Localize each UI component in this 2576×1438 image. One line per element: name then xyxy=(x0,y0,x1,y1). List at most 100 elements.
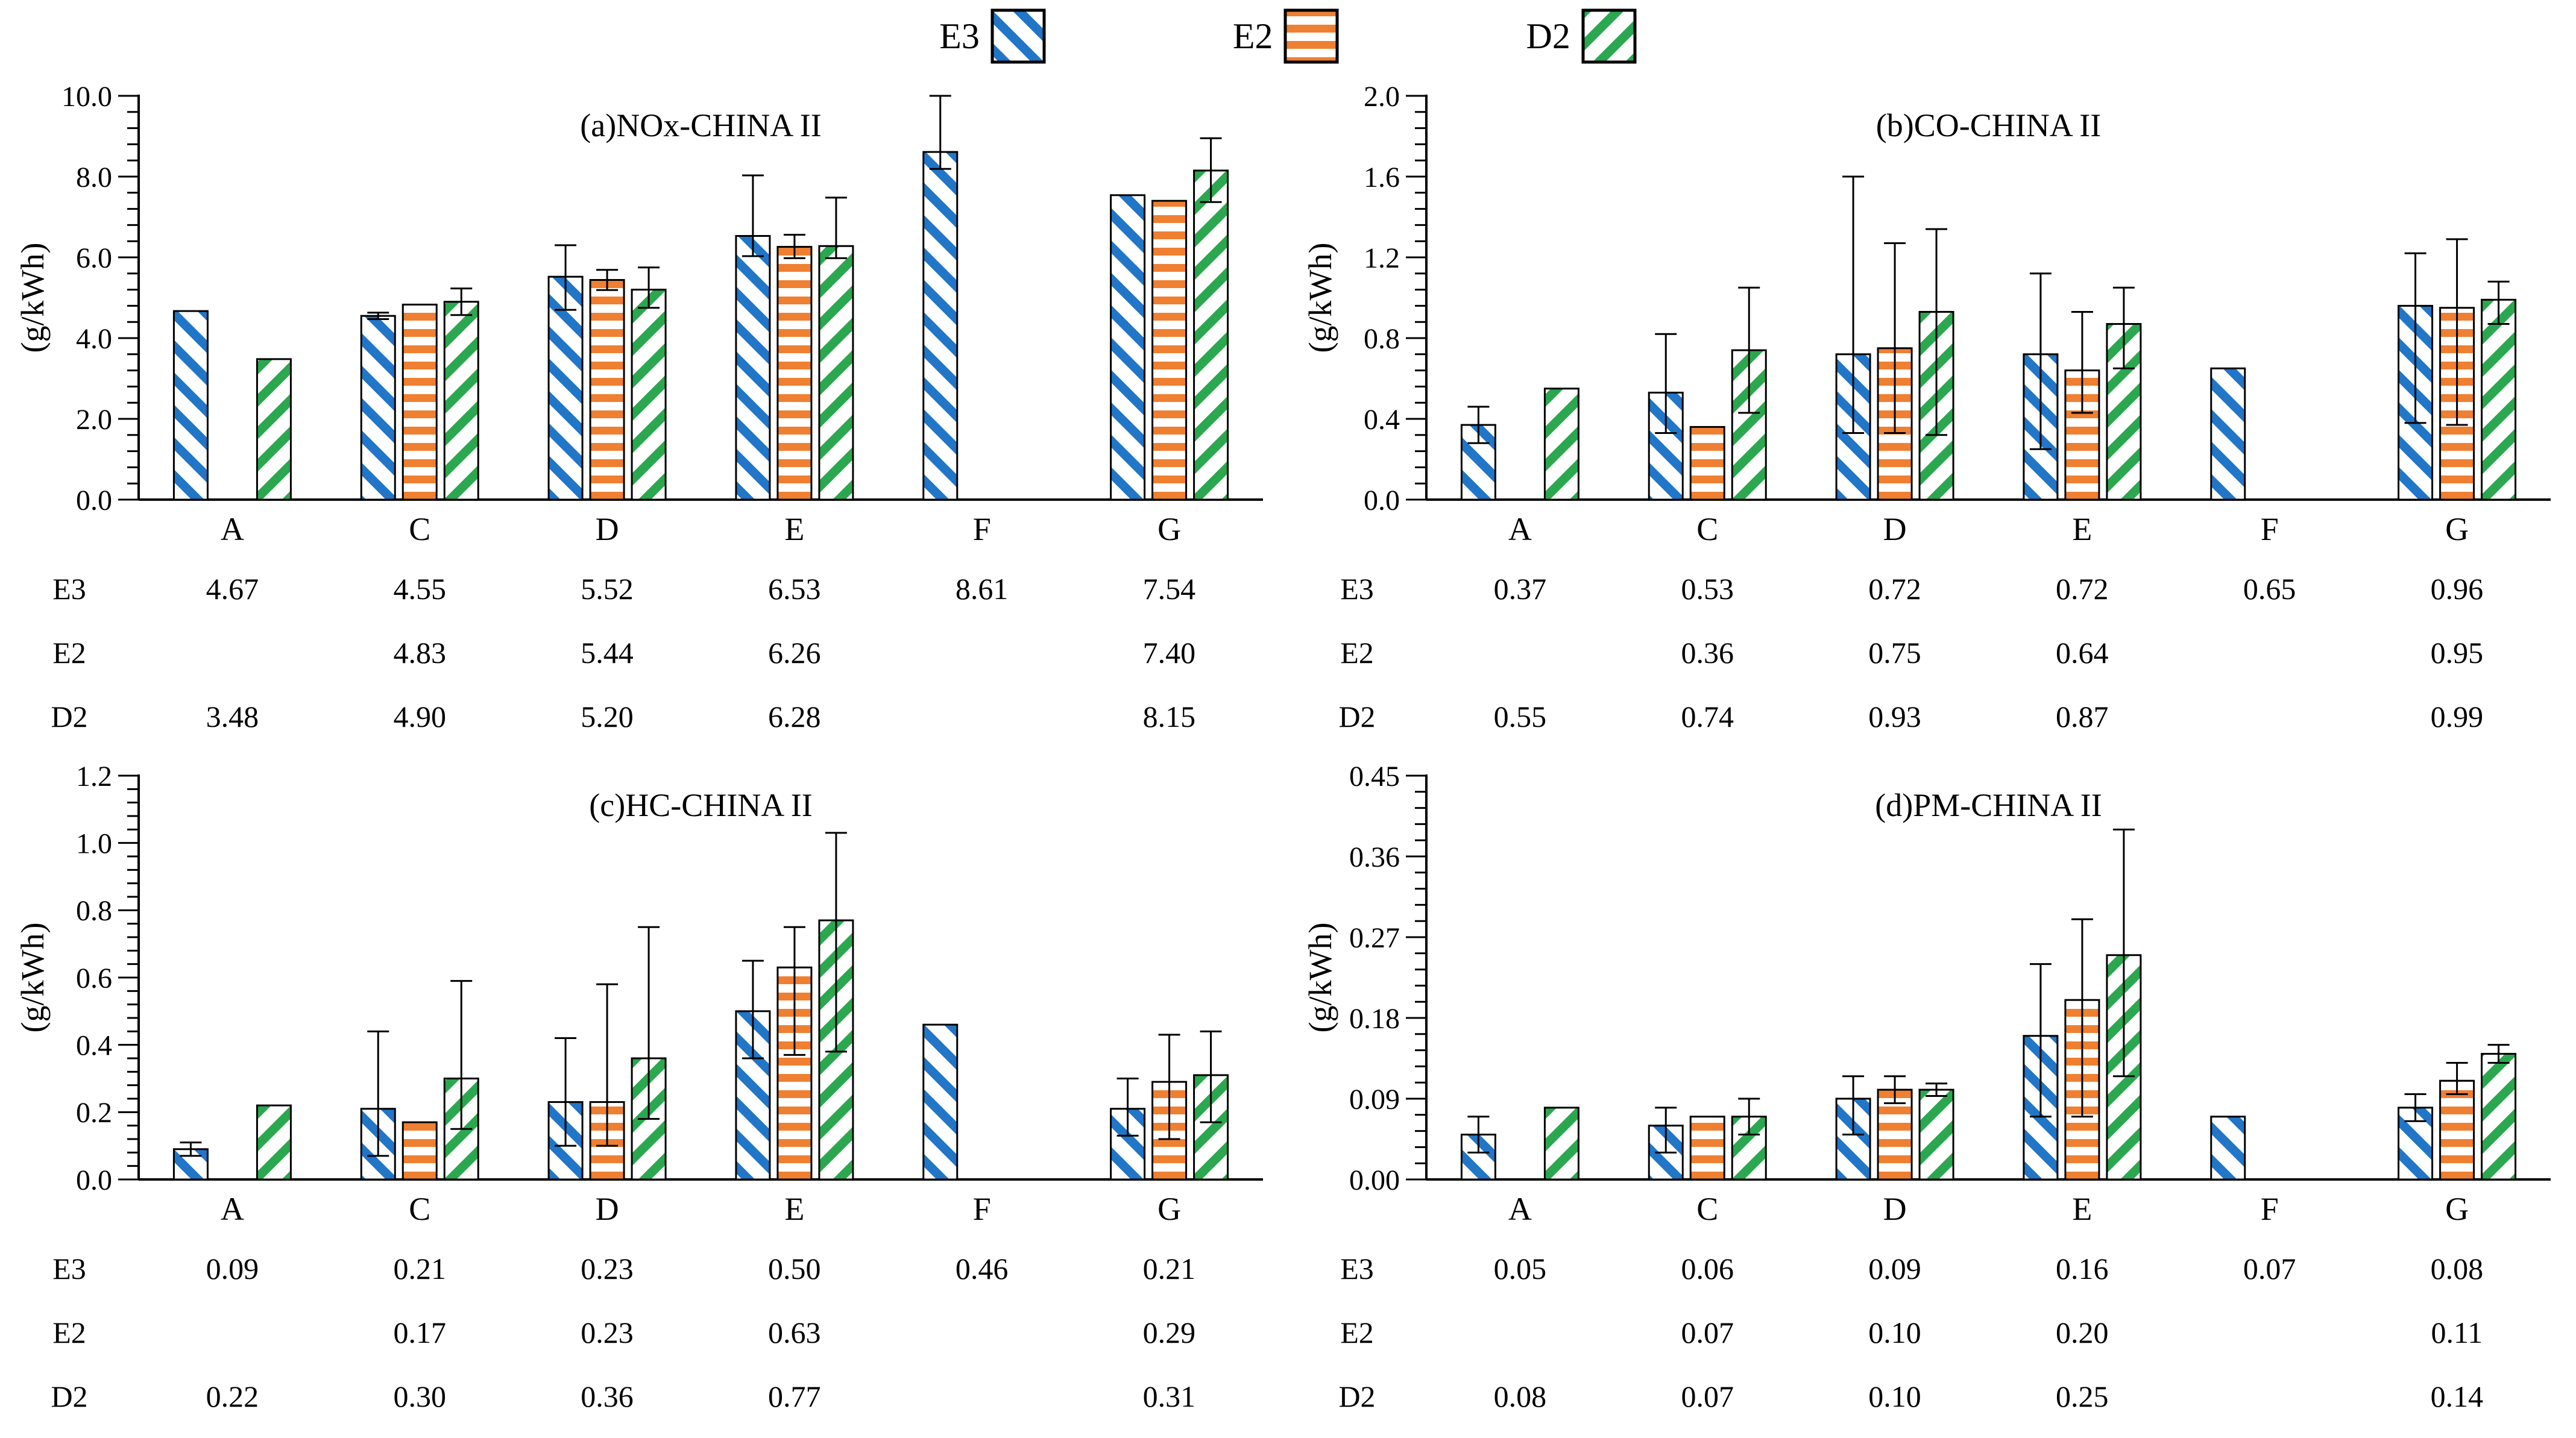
y-tick-label: 0.0 xyxy=(1364,485,1400,516)
table-cell: 7.40 xyxy=(1142,636,1196,670)
table-cell: 8.15 xyxy=(1142,700,1196,733)
y-tick-label: 0.4 xyxy=(76,1029,112,1061)
bar-E3-D xyxy=(547,275,584,501)
table-cell xyxy=(2176,685,2363,749)
axes: 0.00 0.09 0.18 0.27 0.36 0.45 xyxy=(1349,761,2551,1196)
table-cell: 0.22 xyxy=(206,1380,259,1413)
bar-E2-E xyxy=(776,246,813,501)
x-category-label: C xyxy=(409,1191,430,1227)
bars xyxy=(172,919,1229,1181)
table-cell: 0.36 xyxy=(1681,636,1734,670)
y-axis-label: (g/kWh) xyxy=(1302,923,1338,1033)
chart-hc: 0.0 0.2 0.4 0.6 0.8 1.0 1.2 (c)HC-CHINA II (g/kW… xyxy=(14,761,1263,1227)
table-row-label: D2 xyxy=(51,1380,88,1413)
table-cell: 0.10 xyxy=(1868,1380,1921,1413)
legend-label-d2: D2 xyxy=(1526,16,1570,56)
table-cell xyxy=(2176,1364,2363,1428)
chart-co: 0.0 0.4 0.8 1.2 1.6 2.0 (b)CO-CHINA II (g/kWh) A… xyxy=(1302,81,2551,547)
bars xyxy=(1460,298,2517,501)
x-category-label: G xyxy=(1157,1191,1181,1227)
y-axis-label: (g/kWh) xyxy=(1302,243,1338,353)
bar-E2-C xyxy=(1689,1116,1725,1181)
x-category-label: C xyxy=(1696,511,1718,547)
table-cell: 0.95 xyxy=(2430,636,2484,670)
bar-E2-D xyxy=(1877,1088,1913,1181)
table-cell: 0.17 xyxy=(393,1316,446,1349)
table-cell: 0.16 xyxy=(2056,1252,2109,1286)
legend-swatch-rect xyxy=(990,8,1046,64)
y-tick-label: 1.2 xyxy=(76,761,112,793)
table-cell xyxy=(888,685,1075,749)
table-cell: 0.11 xyxy=(2431,1316,2483,1349)
x-category-label: F xyxy=(973,511,991,547)
error-bars xyxy=(367,95,1222,321)
bar-E3-F xyxy=(922,151,959,501)
table-row-label: E2 xyxy=(52,636,86,670)
table-cell xyxy=(139,621,326,685)
bar-D2-D xyxy=(631,289,667,501)
x-category-label: G xyxy=(2445,511,2469,547)
table-cell: 6.53 xyxy=(768,572,821,606)
panel-a-nox: 0.0 2.0 4.0 6.0 8.0 10.0 (a)NOx-CHINA II (g/kWh… xyxy=(0,69,1288,749)
panel-b-co: 0.0 0.4 0.8 1.2 1.6 2.0 (b)CO-CHINA II (g/kWh) A… xyxy=(1288,69,2576,749)
x-category-label: G xyxy=(2445,1191,2469,1227)
table-row-label: E3 xyxy=(52,1252,86,1286)
x-category-label: F xyxy=(2261,1191,2279,1227)
table-cell: 0.65 xyxy=(2243,572,2296,606)
table-cell: 0.63 xyxy=(768,1316,821,1349)
x-category-label: E xyxy=(784,1191,804,1227)
bars xyxy=(172,151,1229,501)
table-cell: 0.50 xyxy=(768,1252,821,1286)
y-tick-label: 0.8 xyxy=(1364,323,1400,355)
table-row-label: E3 xyxy=(52,572,86,606)
y-tick-label: 6.0 xyxy=(76,242,112,274)
panel-d-pm: 0.00 0.09 0.18 0.27 0.36 0.45 (d)PM-CHINA II (g… xyxy=(1288,749,2576,1428)
table-cell: 0.05 xyxy=(1493,1252,1547,1286)
table-cell: 0.21 xyxy=(393,1252,446,1286)
legend-swatch-e3-icon xyxy=(990,8,1046,64)
bar-D2-D xyxy=(1918,1088,1954,1181)
chart-nox: 0.0 2.0 4.0 6.0 8.0 10.0 (a)NOx-CHINA II (g/kWh… xyxy=(14,81,1263,547)
x-category-label: D xyxy=(1883,1191,1907,1227)
y-tick-label: 0.2 xyxy=(76,1097,112,1129)
x-category-label: E xyxy=(784,511,804,547)
bar-E3-F xyxy=(2210,1116,2246,1181)
y-tick-label: 2.0 xyxy=(76,404,112,436)
table-cell: 0.09 xyxy=(1868,1252,1921,1286)
chart-title: (a)NOx-CHINA II xyxy=(580,107,821,143)
x-category-label: G xyxy=(1157,511,1181,547)
table-cell: 0.23 xyxy=(581,1316,634,1349)
error-bars xyxy=(180,832,1222,1157)
bars xyxy=(1460,954,2517,1181)
table-cell: 0.08 xyxy=(2430,1252,2484,1286)
legend-swatch-rect xyxy=(1283,8,1339,64)
table-cell xyxy=(888,621,1075,685)
table-cell: 0.46 xyxy=(955,1252,1009,1286)
table-cell: 0.20 xyxy=(2056,1316,2109,1349)
table-row-label: E2 xyxy=(1340,1316,1374,1349)
x-category-label: A xyxy=(221,511,244,547)
table-cell: 0.72 xyxy=(1868,572,1921,606)
bar-D2-G xyxy=(2481,1053,2517,1181)
bar-E2-E xyxy=(2064,369,2100,501)
bar-D2-A xyxy=(256,358,292,501)
x-category-label: A xyxy=(1508,1191,1532,1227)
data-table-pm: E3 0.05 0.06 0.09 0.16 0.07 0.08 E2 0.07 0.10 0.20… xyxy=(1288,1237,2551,1428)
table-cell: 0.23 xyxy=(581,1252,634,1286)
y-tick-label: 4.0 xyxy=(76,323,112,355)
y-tick-label: 0.6 xyxy=(76,962,112,994)
table-cell xyxy=(139,1301,326,1364)
table-cell xyxy=(2176,1301,2363,1364)
table-cell: 0.06 xyxy=(1681,1252,1734,1286)
table-cell: 0.87 xyxy=(2056,700,2109,733)
table-cell xyxy=(1426,621,1614,685)
y-tick-label: 1.2 xyxy=(1364,242,1400,274)
table-cell: 4.67 xyxy=(206,572,259,606)
table-cell: 8.61 xyxy=(955,572,1009,606)
table-cell: 0.93 xyxy=(1868,700,1921,733)
table-cell: 0.99 xyxy=(2430,700,2484,733)
legend-label-e3: E3 xyxy=(939,16,980,56)
table-row-label: D2 xyxy=(51,700,88,733)
table-cell: 0.29 xyxy=(1142,1316,1196,1349)
